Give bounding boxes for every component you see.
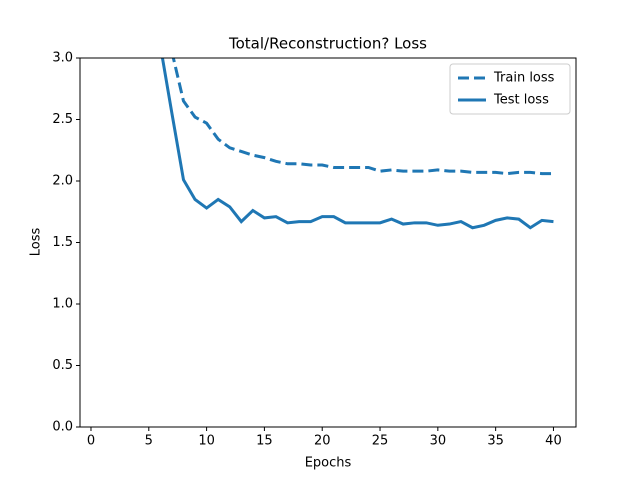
y-tick-label: 0.0 [52, 420, 73, 435]
legend-label: Train loss [493, 71, 555, 86]
data-line [160, 58, 554, 230]
chart-title: Total/Reconstruction? Loss [228, 35, 427, 53]
y-tick-label: 2.0 [52, 174, 73, 189]
axes-frame [79, 57, 577, 428]
legend-label: Test loss [493, 93, 549, 108]
plot-area [160, 58, 554, 230]
x-tick-label: 15 [256, 434, 273, 449]
y-axis-label: Loss [29, 228, 44, 257]
y-tick-label: 1.0 [52, 297, 73, 312]
x-axis-label: Epochs [305, 456, 352, 471]
y-tick-label: 3.0 [52, 51, 73, 66]
x-tick-label: 5 [145, 434, 153, 449]
x-tick-label: 20 [314, 434, 331, 449]
x-tick-label: 25 [372, 434, 389, 449]
y-tick-label: 1.5 [52, 235, 73, 250]
y-tick-label: 2.5 [52, 112, 73, 127]
x-tick-label: 30 [430, 434, 447, 449]
data-line [171, 58, 554, 176]
x-tick-label: 35 [487, 434, 504, 449]
x-tick-label: 40 [545, 434, 562, 449]
y-tick-label: 0.5 [52, 358, 73, 373]
x-tick-label: 10 [198, 434, 215, 449]
x-tick-label: 0 [87, 434, 95, 449]
